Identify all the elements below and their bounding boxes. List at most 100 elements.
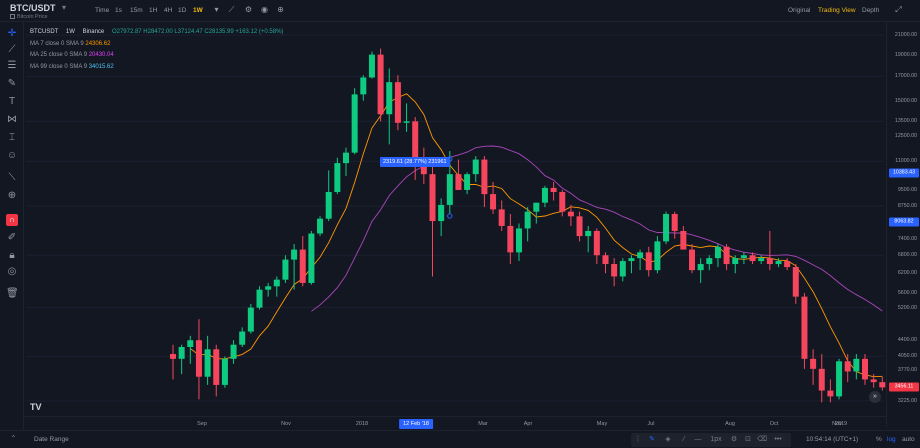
- candle-up: [178, 346, 185, 359]
- candle-up: [187, 340, 194, 347]
- interval-1d[interactable]: 1D: [178, 7, 187, 14]
- draw-mode-icon[interactable]: ✐: [7, 232, 17, 243]
- drag-handle-icon[interactable]: ⋮: [634, 436, 642, 443]
- price-label: 11000.00: [895, 158, 917, 165]
- trash-icon[interactable]: ⌫: [757, 436, 767, 443]
- candle-up: [853, 358, 860, 372]
- candle-down: [412, 121, 419, 160]
- settings-icon[interactable]: ⚙: [730, 436, 738, 443]
- price-label: 6800.00: [897, 252, 917, 259]
- candle-up: [472, 159, 479, 175]
- checkbox-icon: [10, 14, 15, 19]
- tab-trading-view[interactable]: Trading View: [818, 7, 856, 14]
- legend-row-main: BTCUSDT 1W Binance O27972.87 H28472.00 L…: [30, 27, 283, 39]
- chevron-up-icon[interactable]: ⌃: [10, 434, 17, 443]
- candle-down: [611, 264, 618, 277]
- legend-ma-7[interactable]: MA 7 close 0 SMA 9 24306.62: [30, 40, 111, 47]
- candle-up: [368, 54, 375, 78]
- pattern-icon[interactable]: ⋈: [7, 114, 17, 125]
- moving-average-lines: [190, 93, 883, 378]
- price-label: 4400.00: [897, 337, 917, 344]
- line-style-icon[interactable]: —: [694, 436, 702, 443]
- trash-icon[interactable]: 🗑︎: [6, 288, 19, 299]
- candle-down: [723, 246, 730, 265]
- candle-up: [628, 258, 635, 262]
- log-toggle[interactable]: log: [887, 436, 896, 443]
- chevron-down-icon[interactable]: ▾: [214, 5, 219, 14]
- legend-ma-25[interactable]: MA 25 close 0 SMA 9 20430.04: [30, 52, 114, 58]
- pair-subtitle-text: Bitcoin Price: [17, 14, 48, 20]
- candle-up: [775, 261, 782, 265]
- interval-time[interactable]: Time: [95, 7, 110, 14]
- measure-icon[interactable]: ⌶: [9, 132, 15, 143]
- candle-down: [766, 258, 773, 265]
- price-label: 3225.00: [897, 397, 917, 404]
- indicators-icon[interactable]: ⟋: [228, 5, 235, 14]
- interval-1h[interactable]: 1H: [149, 7, 158, 14]
- time-label: Jul: [647, 421, 655, 427]
- candle-down: [862, 358, 868, 380]
- candle-down: [481, 159, 488, 195]
- fill-color-icon[interactable]: ◈: [665, 436, 671, 443]
- chart-legend: BTCUSDT 1W Binance O27972.87 H28472.00 L…: [30, 27, 283, 73]
- pair-selector[interactable]: BTC/USDT: [10, 3, 56, 13]
- trendline-icon[interactable]: ⟋: [8, 44, 16, 55]
- chevron-down-icon[interactable]: ▾: [62, 3, 67, 12]
- time-label: Sep: [197, 421, 207, 427]
- pair-subtitle[interactable]: Bitcoin Price: [10, 14, 48, 20]
- candle-up: [325, 192, 332, 219]
- more-icon[interactable]: •••: [774, 436, 782, 443]
- price-label: 8750.00: [897, 203, 917, 209]
- price-label: 5600.00: [897, 290, 917, 297]
- time-axis[interactable]: 12 Feb '18 Sep Nov 2018 Mar Apr May Jul Aug Oct N…: [24, 416, 886, 430]
- crosshair-icon[interactable]: ✛: [7, 28, 17, 39]
- ruler-icon[interactable]: ⟍: [8, 172, 16, 183]
- candle-down: [689, 249, 695, 271]
- text-icon[interactable]: T: [8, 96, 16, 107]
- tab-depth[interactable]: Depth: [862, 7, 880, 14]
- line-width-select[interactable]: 1px: [710, 436, 722, 443]
- drawing-toolbar: ✛ ⟋ ☰ ✎ T ⋈ ⌶ ☺ ⟍ ⊕ ∩ ✐ 🔒︎ ◎ 🗑︎: [0, 22, 24, 432]
- magnet-icon[interactable]: ∩: [6, 214, 18, 226]
- candle-down: [879, 382, 886, 388]
- candle-down: [593, 230, 600, 256]
- percent-toggle[interactable]: %: [876, 436, 882, 443]
- lock-icon[interactable]: ⊡: [745, 436, 751, 443]
- candle-up: [403, 121, 410, 123]
- horizontal-lines-icon[interactable]: ☰: [7, 60, 17, 71]
- candle-up: [446, 174, 453, 205]
- interval-1w[interactable]: 1W: [193, 7, 203, 14]
- date-range-button[interactable]: Date Range: [34, 436, 69, 443]
- candle-down: [810, 358, 817, 369]
- brush-icon[interactable]: ✎: [7, 78, 17, 89]
- price-axis[interactable]: 21000.00 19000.00 17000.00 15000.00 13500.00…: [886, 22, 920, 427]
- candle-up: [585, 230, 592, 237]
- eye-icon[interactable]: ◎: [7, 266, 17, 277]
- line-color-icon[interactable]: ⁄: [683, 436, 685, 443]
- settings-icon[interactable]: ⚙: [244, 5, 253, 14]
- interval-1s[interactable]: 1s: [115, 7, 122, 14]
- scroll-to-latest-button[interactable]: »: [869, 391, 881, 403]
- price-label: 17000.00: [894, 73, 917, 80]
- lock-icon[interactable]: 🔒︎: [9, 250, 15, 261]
- pencil-icon[interactable]: ✎: [649, 436, 655, 443]
- legend-ma-99[interactable]: MA 99 close 0 SMA 9 34015.62: [30, 63, 114, 70]
- candle-up: [740, 255, 747, 259]
- zoom-icon[interactable]: ⊕: [7, 190, 17, 201]
- tab-original[interactable]: Original: [788, 7, 811, 14]
- candle-down: [801, 296, 808, 359]
- expand-icon[interactable]: ⤢: [895, 5, 902, 14]
- interval-4h[interactable]: 4H: [164, 7, 173, 14]
- candle-up: [386, 82, 393, 115]
- emoji-icon[interactable]: ☺: [6, 150, 18, 161]
- measure-point: [447, 213, 453, 219]
- interval-15m[interactable]: 15m: [130, 7, 143, 14]
- price-label: 6200.00: [897, 270, 917, 277]
- candle-up: [334, 163, 341, 193]
- time-label: Nov: [281, 421, 291, 427]
- time-label: 2019: [834, 421, 848, 427]
- chart-grid: [26, 34, 884, 402]
- camera-icon[interactable]: ◉: [261, 5, 268, 14]
- auto-toggle[interactable]: auto: [902, 436, 915, 443]
- add-icon[interactable]: ⊕: [277, 5, 284, 14]
